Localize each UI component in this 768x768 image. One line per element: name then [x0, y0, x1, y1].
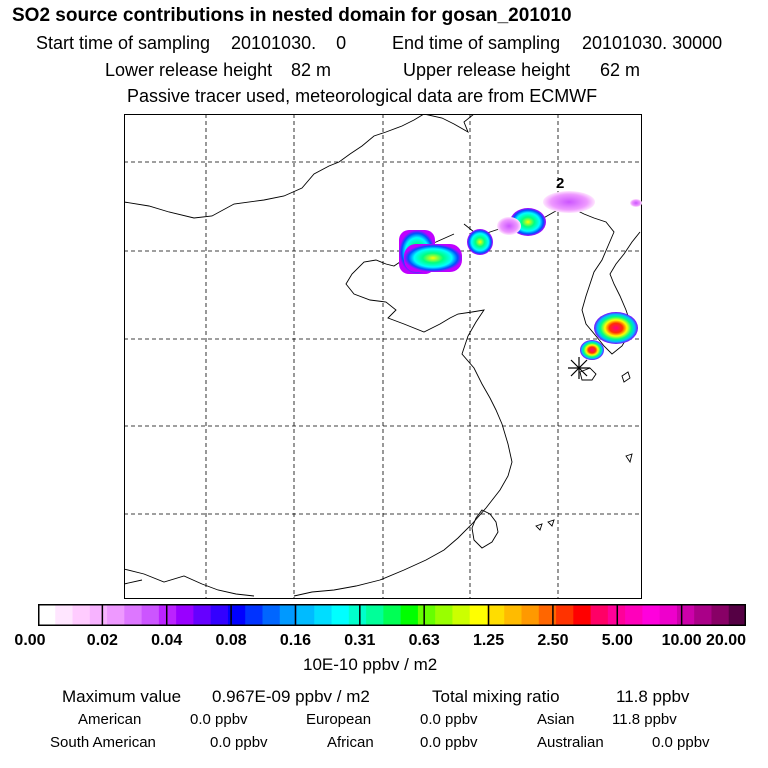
- colorbar-unit: 10E-10 ppbv / m2: [303, 655, 438, 674]
- colorbar-cell: [193, 604, 212, 626]
- colorbar-cell: [72, 604, 91, 626]
- colorbar-tick-label: 0.04: [151, 632, 183, 649]
- end-time-label: End time of sampling: [392, 33, 561, 53]
- colorbar-cell: [245, 604, 264, 626]
- colorbar: [38, 604, 746, 626]
- colorbar-tick-label: 0.00: [14, 632, 46, 649]
- colorbar-cell: [176, 604, 195, 626]
- upper-release-value: 62 m: [600, 60, 641, 80]
- colorbar-cell: [331, 604, 350, 626]
- colorbar-tick-label: 1.25: [472, 632, 505, 649]
- colorbar-cell: [279, 604, 298, 626]
- colorbar-cell: [469, 604, 488, 626]
- colorbar-tick-label: 0.08: [215, 632, 247, 649]
- start-time-label: Start time of sampling: [36, 33, 211, 53]
- colorbar-cell: [504, 604, 523, 626]
- region-name: Australian: [537, 734, 604, 751]
- total-mixing-label: Total mixing ratio: [432, 687, 560, 706]
- max-value: 0.967E-09 ppbv / m2: [212, 687, 370, 706]
- plume-korea-southwest: [580, 340, 604, 360]
- upper-release-label: Upper release height: [403, 60, 571, 80]
- colorbar-cell: [366, 604, 384, 626]
- coastlines: [124, 114, 641, 597]
- colorbar-cell: [141, 604, 160, 626]
- colorbar-cell: [400, 604, 419, 626]
- colorbar-tick-label: 5.00: [601, 632, 633, 649]
- colorbar-cell: [348, 604, 367, 626]
- end-time-value: 20101030. 30000: [582, 33, 723, 53]
- colorbar-cell: [417, 604, 436, 626]
- colorbar-cell: [383, 604, 402, 626]
- plume-layer: [399, 191, 642, 360]
- colorbar-cell: [728, 604, 746, 626]
- plume-inland-2: [404, 244, 462, 272]
- total-mixing-value: 11.8 ppbv: [616, 687, 690, 706]
- colorbar-cell: [538, 604, 557, 626]
- colorbar-cell: [435, 604, 454, 626]
- region-name: European: [306, 711, 372, 728]
- region-value: 0.0 ppbv: [652, 734, 710, 751]
- colorbar-cell: [694, 604, 713, 626]
- colorbar-cell: [262, 604, 281, 626]
- colorbar-cell: [625, 604, 643, 626]
- start-time-value: 20101030. 0: [231, 33, 347, 53]
- colorbar-cell: [711, 604, 730, 626]
- colorbar-cell: [55, 604, 74, 626]
- colorbar-cell: [124, 604, 143, 626]
- tracer-note: Passive tracer used, meteorological data…: [127, 86, 598, 106]
- colorbar-cell: [210, 604, 229, 626]
- region-value: 0.0 ppbv: [210, 734, 268, 751]
- station-marker-icon: [568, 357, 590, 379]
- region-name: Asian: [537, 711, 575, 728]
- colorbar-tick-label: 0.31: [344, 632, 376, 649]
- colorbar-cell: [314, 604, 333, 626]
- colorbar-cell: [642, 604, 661, 626]
- lower-release-label: Lower release height: [105, 60, 273, 80]
- max-value-label: Maximum value: [62, 687, 182, 706]
- lower-release-value: 82 m: [291, 60, 332, 80]
- colorbar-cell: [107, 604, 125, 626]
- plume-faint-east: [630, 199, 642, 207]
- colorbar-cell: [573, 604, 592, 626]
- colorbar-tick-label: 20.00: [705, 632, 747, 649]
- figure-title: SO2 source contributions in nested domai…: [12, 5, 572, 26]
- concentration-map: 2: [124, 114, 642, 599]
- colorbar-cell: [486, 604, 505, 626]
- region-value: 0.0 ppbv: [420, 711, 478, 728]
- region-value: 11.8 ppbv: [612, 711, 677, 728]
- contour-label: 2: [556, 175, 564, 192]
- plume-faint-north: [543, 191, 595, 213]
- colorbar-cell: [556, 604, 574, 626]
- colorbar-cell: [521, 604, 540, 626]
- plume-bohai: [467, 229, 493, 255]
- colorbar-tick-label: 10.00: [661, 632, 702, 649]
- colorbar-cell: [297, 604, 315, 626]
- colorbar-tick-label: 0.63: [408, 632, 440, 649]
- colorbar-tick-label: 0.16: [279, 632, 312, 649]
- colorbar-frame: [38, 604, 746, 626]
- colorbar-cell: [590, 604, 609, 626]
- region-name: South American: [50, 734, 156, 751]
- colorbar-cell: [227, 604, 246, 626]
- region-name: African: [327, 734, 374, 751]
- colorbar-cell: [158, 604, 177, 626]
- colorbar-tick-label: 2.50: [537, 632, 569, 649]
- region-value: 0.0 ppbv: [190, 711, 248, 728]
- colorbar-cell: [89, 604, 108, 626]
- colorbar-cell: [452, 604, 471, 626]
- plume-liaoning-fringe: [497, 217, 521, 235]
- colorbar-cell: [676, 604, 695, 626]
- region-name: American: [78, 711, 142, 728]
- region-value: 0.0 ppbv: [420, 734, 478, 751]
- plume-korea-south: [594, 312, 638, 344]
- colorbar-tick-label: 0.02: [86, 632, 118, 649]
- colorbar-cell: [38, 604, 56, 626]
- colorbar-cell: [659, 604, 678, 626]
